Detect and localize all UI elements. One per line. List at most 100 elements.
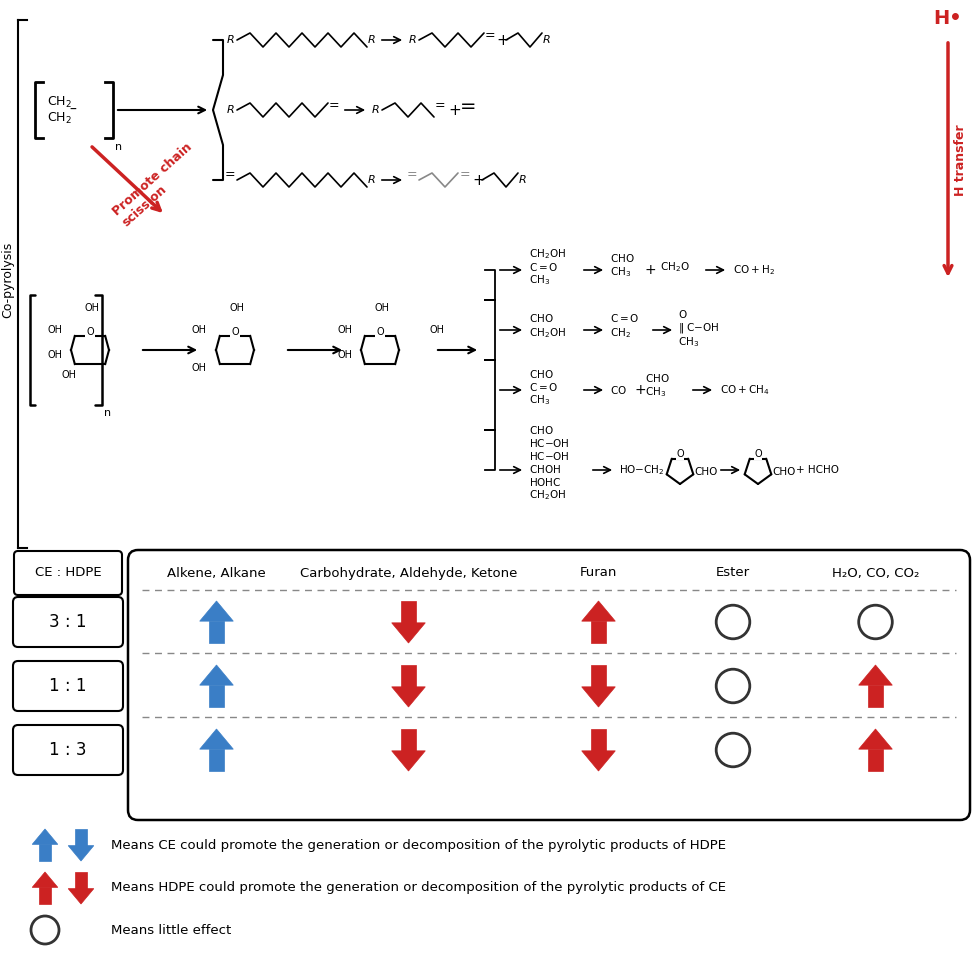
Text: $\mathregular{CH_2OH}$: $\mathregular{CH_2OH}$ — [529, 326, 566, 340]
Polygon shape — [582, 750, 615, 771]
Text: H transfer: H transfer — [954, 124, 966, 196]
Text: $\mathregular{CO}$: $\mathregular{CO}$ — [610, 384, 627, 396]
Text: $\mathregular{O}$: $\mathregular{O}$ — [678, 308, 687, 320]
Polygon shape — [200, 729, 233, 750]
Text: H•: H• — [934, 9, 962, 28]
Text: =: = — [485, 30, 495, 42]
Text: CE : HDPE: CE : HDPE — [35, 567, 101, 579]
FancyBboxPatch shape — [13, 597, 123, 647]
Text: =: = — [225, 168, 236, 182]
FancyBboxPatch shape — [14, 551, 122, 595]
Text: CHO: CHO — [772, 467, 796, 477]
Polygon shape — [401, 665, 416, 686]
Text: 1 : 1: 1 : 1 — [50, 677, 87, 695]
Text: $\mathregular{CH_2}$: $\mathregular{CH_2}$ — [47, 95, 72, 110]
Text: R: R — [409, 35, 416, 45]
Text: $\mathregular{CHO}$: $\mathregular{CHO}$ — [610, 252, 635, 264]
Text: OH: OH — [229, 303, 245, 313]
Polygon shape — [32, 872, 58, 887]
Polygon shape — [401, 729, 416, 750]
Text: =: = — [460, 97, 477, 116]
Text: $\mathregular{CH_2}$: $\mathregular{CH_2}$ — [47, 111, 72, 125]
Text: Means little effect: Means little effect — [111, 923, 231, 937]
Text: R: R — [227, 35, 235, 45]
Polygon shape — [591, 665, 606, 686]
Text: OH: OH — [85, 303, 99, 313]
Text: R: R — [543, 35, 551, 45]
Text: $\mathregular{CH_2OH}$: $\mathregular{CH_2OH}$ — [529, 247, 566, 261]
Polygon shape — [859, 665, 892, 685]
Text: $\mathregular{CO + CH_4}$: $\mathregular{CO + CH_4}$ — [720, 383, 769, 397]
Text: $\mathregular{CHO}$: $\mathregular{CHO}$ — [645, 372, 670, 384]
Text: $\mathregular{CO + H_2}$: $\mathregular{CO + H_2}$ — [733, 263, 775, 277]
Polygon shape — [209, 621, 224, 643]
Text: +: + — [496, 33, 509, 48]
Text: $\mathregular{HO{-}CH_2}$: $\mathregular{HO{-}CH_2}$ — [619, 463, 665, 477]
Text: 1 : 3: 1 : 3 — [50, 741, 87, 759]
FancyBboxPatch shape — [13, 661, 123, 711]
Text: R: R — [519, 175, 526, 185]
Polygon shape — [859, 729, 892, 750]
Text: O: O — [755, 449, 761, 459]
Polygon shape — [591, 729, 606, 750]
Text: $\mathregular{\|\ C{-}OH}$: $\mathregular{\|\ C{-}OH}$ — [678, 321, 720, 335]
Text: $\mathregular{HC{-}OH}$: $\mathregular{HC{-}OH}$ — [529, 437, 569, 449]
Text: OH: OH — [192, 325, 207, 335]
Polygon shape — [200, 665, 233, 685]
Text: OH: OH — [192, 363, 207, 373]
Polygon shape — [200, 601, 233, 621]
Text: +: + — [644, 263, 656, 277]
Text: Alkene, Alkane: Alkene, Alkane — [167, 567, 266, 579]
Polygon shape — [39, 844, 51, 861]
Text: $\mathregular{CHO}$: $\mathregular{CHO}$ — [529, 424, 554, 436]
Text: $\mathregular{HOHC}$: $\mathregular{HOHC}$ — [529, 476, 562, 488]
Text: $\mathregular{CH_3}$: $\mathregular{CH_3}$ — [678, 336, 699, 349]
Text: $\mathregular{CHO}$: $\mathregular{CHO}$ — [529, 368, 554, 380]
Polygon shape — [392, 623, 425, 643]
Text: $\mathregular{CH_2O}$: $\mathregular{CH_2O}$ — [660, 260, 689, 274]
Text: + HCHO: + HCHO — [796, 465, 839, 475]
Polygon shape — [401, 601, 416, 623]
Text: OH: OH — [337, 325, 352, 335]
FancyBboxPatch shape — [128, 550, 970, 820]
Text: O: O — [677, 449, 683, 459]
Polygon shape — [392, 686, 425, 707]
Text: –: – — [69, 103, 76, 117]
Polygon shape — [209, 685, 224, 707]
Text: +: + — [472, 172, 485, 187]
Text: =: = — [460, 168, 471, 182]
Text: Means HDPE could promote the generation or decomposition of the pyrolytic produc: Means HDPE could promote the generation … — [111, 881, 726, 895]
Text: $\mathregular{C{=}O}$: $\mathregular{C{=}O}$ — [529, 261, 559, 273]
Polygon shape — [392, 750, 425, 771]
Text: n: n — [104, 408, 111, 418]
Text: $\mathregular{CH_3}$: $\mathregular{CH_3}$ — [529, 393, 550, 407]
Polygon shape — [582, 601, 615, 621]
Text: H₂O, CO, CO₂: H₂O, CO, CO₂ — [832, 567, 919, 579]
Text: =: = — [435, 99, 446, 113]
Polygon shape — [39, 887, 51, 904]
Text: OH: OH — [47, 350, 62, 360]
Text: Carbohydrate, Aldehyde, Ketone: Carbohydrate, Aldehyde, Ketone — [300, 567, 517, 579]
Text: O: O — [231, 327, 239, 337]
Text: R: R — [227, 105, 235, 115]
Text: OH: OH — [374, 303, 389, 313]
Text: Promote chain
scission: Promote chain scission — [110, 141, 205, 229]
Text: Means CE could promote the generation or decomposition of the pyrolytic products: Means CE could promote the generation or… — [111, 838, 726, 852]
Text: $\mathregular{CH_2}$: $\mathregular{CH_2}$ — [610, 326, 631, 340]
Text: OH: OH — [430, 325, 445, 335]
Text: +: + — [448, 102, 461, 118]
Text: $\mathregular{CHOH}$: $\mathregular{CHOH}$ — [529, 463, 561, 475]
Text: O: O — [86, 327, 94, 337]
Text: $\mathregular{C{=}O}$: $\mathregular{C{=}O}$ — [610, 312, 640, 324]
Text: OH: OH — [337, 350, 352, 360]
Polygon shape — [75, 829, 87, 846]
Text: OH: OH — [62, 370, 77, 380]
Text: $\mathregular{C{=}O}$: $\mathregular{C{=}O}$ — [529, 381, 559, 393]
Text: Co-pyrolysis: Co-pyrolysis — [2, 242, 15, 318]
Polygon shape — [591, 621, 606, 643]
Text: $\mathregular{CHO}$: $\mathregular{CHO}$ — [529, 312, 554, 324]
Text: 3 : 1: 3 : 1 — [50, 613, 87, 631]
Text: =: = — [329, 99, 339, 113]
Text: CHO: CHO — [694, 467, 718, 477]
Text: $\mathregular{CH_3}$: $\mathregular{CH_3}$ — [645, 385, 666, 399]
